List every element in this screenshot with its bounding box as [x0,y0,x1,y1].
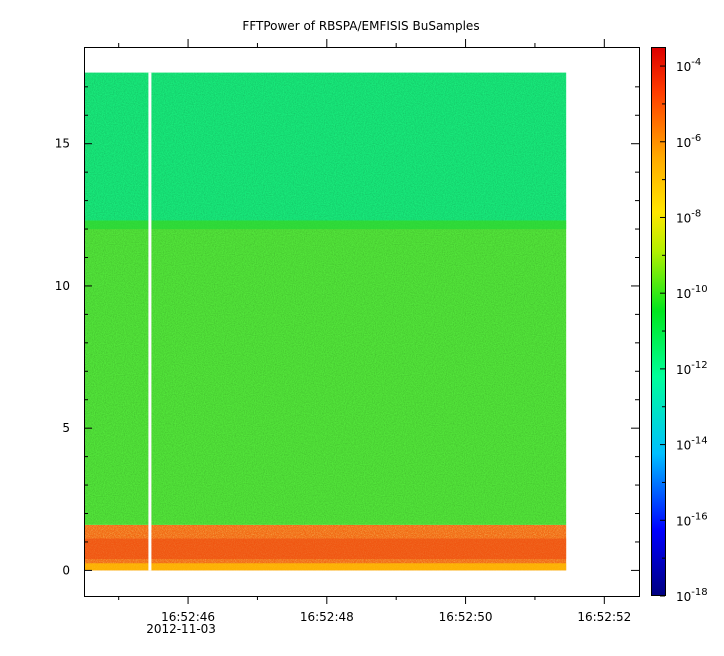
spectrogram-band-transition [84,220,567,230]
x-tick-label: 16:52:48 [300,610,354,624]
colorbar-tick-exponent: -12 [691,360,707,371]
colorbar-tick-exponent: -8 [691,208,701,219]
y-tick-label: 5 [62,421,70,435]
colorbar-tick-exponent: -4 [691,57,701,68]
y-axis: 0 5 10 15 [55,86,639,577]
x-tick-label: 16:52:46 [161,610,215,624]
colorbar-frame [651,47,666,596]
colorbar-tick-label: 10-16 [676,511,708,528]
plot-frame [84,47,640,597]
colorbar-tick-label: 10-12 [676,360,708,377]
spectrogram-band [84,220,567,525]
spectrogram-image [84,72,567,571]
data-gap-line [148,72,152,571]
colorbar-tick-label: 10-8 [676,208,701,225]
spectrogram-band [84,72,567,221]
colorbar-gradient [651,48,665,596]
spectrogram-band-core [84,538,567,560]
y-tick-label: 10 [55,279,70,293]
colorbar-tick-exponent: -14 [691,436,707,447]
x-tick-sublabel: 2012-11-03 [146,622,216,636]
y-tick-label: 0 [62,563,70,577]
colorbar-tick-exponent: -6 [691,133,701,144]
colorbar-tick-label: 10-14 [676,436,708,453]
colorbar-tick-exponent: -16 [691,511,707,522]
colorbar-tick-label: 10-10 [676,284,708,301]
chart-title: FFTPower of RBSPA/EMFISIS BuSamples [242,19,479,33]
colorbar-tick-exponent: -10 [691,284,707,295]
x-tick-label: 16:52:50 [439,610,493,624]
colorbar: 10-4 10-6 10-8 10-10 10-12 10-14 10-16 10-18 [651,47,708,604]
colorbar-tick-label: 10-18 [676,587,708,604]
x-tick-label: 16:52:52 [577,610,631,624]
colorbar-tick-label: 10-4 [676,57,701,74]
colorbar-tick-label: 10-6 [676,133,701,150]
y-tick-label: 15 [55,137,70,151]
colorbar-tick-exponent: -18 [691,587,707,598]
spectrogram-band-edge [84,563,567,571]
